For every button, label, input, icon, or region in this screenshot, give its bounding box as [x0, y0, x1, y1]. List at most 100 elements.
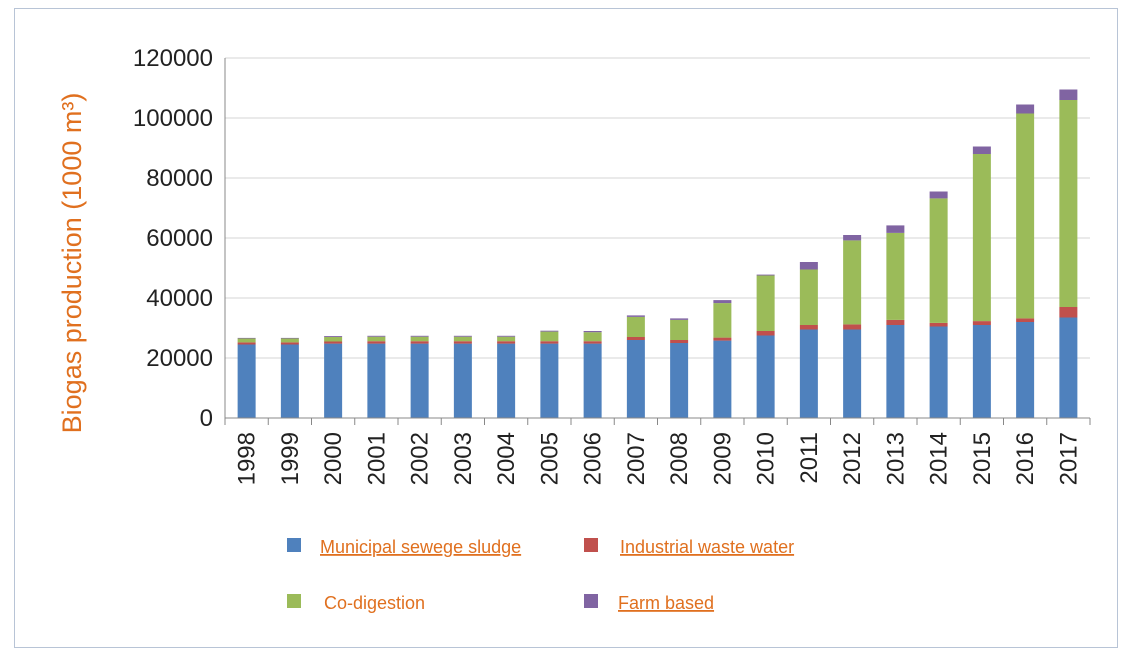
- legend-label: Municipal sewege sludge: [320, 537, 521, 557]
- bar-segment: [843, 329, 862, 418]
- y-tick-label: 100000: [133, 105, 213, 132]
- bar-segment: [1016, 104, 1035, 114]
- bar-segment: [626, 340, 645, 418]
- bar-segment: [756, 335, 775, 418]
- bar-segment: [1059, 100, 1078, 307]
- bar-segment: [972, 154, 991, 322]
- bar-segment: [929, 198, 948, 323]
- axes: [224, 58, 1091, 425]
- x-tick-label: 2002: [407, 432, 434, 485]
- bar-segment: [713, 303, 732, 338]
- bar-segment: [756, 274, 775, 276]
- x-tick-label: 1998: [234, 432, 261, 485]
- bar-segment: [497, 343, 516, 418]
- bar-segment: [713, 300, 732, 304]
- legend-swatch: [287, 594, 301, 608]
- bar-segment: [886, 325, 905, 418]
- bar-segment: [886, 319, 905, 325]
- bar-segment: [972, 146, 991, 154]
- legend: Municipal sewege sludge Industrial waste …: [287, 537, 794, 613]
- bar-segment: [453, 336, 472, 342]
- bar-segment: [237, 338, 256, 343]
- x-tick-label: 2009: [709, 432, 736, 485]
- bar-segment: [583, 341, 602, 344]
- bar-segment: [843, 324, 862, 330]
- y-tick-label: 80000: [146, 165, 213, 192]
- bar-segment: [1016, 322, 1035, 418]
- bar-segment: [453, 341, 472, 344]
- x-tick-labels: 1998 1999 2000 2001 2002 2003 2004 2005 2006 2007…: [234, 432, 1083, 485]
- bar-segment: [756, 331, 775, 336]
- bar-segment: [626, 337, 645, 340]
- bar-segment: [1059, 89, 1078, 100]
- bar-segment: [972, 325, 991, 418]
- bar-segment: [497, 336, 516, 342]
- bar-segment: [583, 331, 602, 333]
- bar-segment: [583, 343, 602, 418]
- bar-segment: [929, 191, 948, 199]
- bar-segment: [540, 331, 559, 342]
- x-tick-label: 2006: [580, 432, 607, 485]
- x-tick-label: 2016: [1012, 432, 1039, 485]
- x-tick-label: 2001: [363, 432, 390, 485]
- bar-segment: [713, 337, 732, 341]
- bar-segment: [324, 336, 343, 337]
- bar-segment: [237, 344, 256, 418]
- bar-segment: [670, 318, 689, 320]
- y-axis-label: Biogas production (1000 m³): [57, 93, 87, 434]
- y-tick-label: 20000: [146, 345, 213, 372]
- bar-segment: [410, 335, 429, 337]
- bar-segment: [843, 240, 862, 325]
- bar-segment: [886, 232, 905, 320]
- x-tick-label: 2012: [839, 432, 866, 485]
- x-tick-label: 2000: [320, 432, 347, 485]
- bar-segment: [843, 235, 862, 241]
- bar-segment: [280, 338, 299, 343]
- bar-segment: [324, 341, 343, 344]
- bar-segment: [280, 337, 299, 339]
- bar-segment: [1059, 307, 1078, 318]
- bar-segment: [540, 330, 559, 332]
- bar-segment: [367, 335, 386, 337]
- bar-segment: [367, 343, 386, 418]
- x-tick-label: 2017: [1055, 432, 1082, 485]
- bar-segment: [367, 341, 386, 344]
- bar-segment: [237, 342, 256, 345]
- bar-segment: [497, 335, 516, 337]
- x-tick-label: 2010: [753, 432, 780, 485]
- x-tick-label: 2007: [623, 432, 650, 485]
- bar-segment: [670, 340, 689, 343]
- x-tick-label: 2005: [536, 432, 563, 485]
- bar-segment: [756, 275, 775, 331]
- bar-segment: [670, 319, 689, 340]
- bar-segment: [410, 336, 429, 342]
- bar-segment: [670, 343, 689, 418]
- y-tick-label: 120000: [133, 45, 213, 72]
- bar-segment: [453, 343, 472, 418]
- bar-segment: [1059, 317, 1078, 418]
- bar-segment: [280, 342, 299, 345]
- legend-label: Industrial waste water: [620, 537, 794, 557]
- bar-segment: [583, 332, 602, 342]
- bar-segment: [799, 325, 818, 330]
- bar-segment: [324, 337, 343, 342]
- x-tick-label: 2015: [969, 432, 996, 485]
- bar-segment: [410, 343, 429, 418]
- bar-segment: [237, 337, 256, 339]
- bar-segment: [1016, 318, 1035, 322]
- gridlines: [225, 57, 1090, 419]
- bar-segment: [626, 316, 645, 337]
- bar-segment: [410, 341, 429, 344]
- x-tick-label: 2003: [450, 432, 477, 485]
- bar-segment: [929, 326, 948, 418]
- bar-segment: [497, 341, 516, 344]
- legend-label: Farm based: [618, 593, 714, 613]
- bar-segment: [799, 269, 818, 325]
- x-tick-label: 2013: [882, 432, 909, 485]
- legend-swatch: [584, 594, 598, 608]
- bar-segment: [540, 343, 559, 418]
- bar-segment: [1016, 113, 1035, 319]
- y-tick-labels: 0 20000 40000 60000 80000 100000 120000: [133, 45, 213, 432]
- x-tick-label: 2004: [493, 432, 520, 485]
